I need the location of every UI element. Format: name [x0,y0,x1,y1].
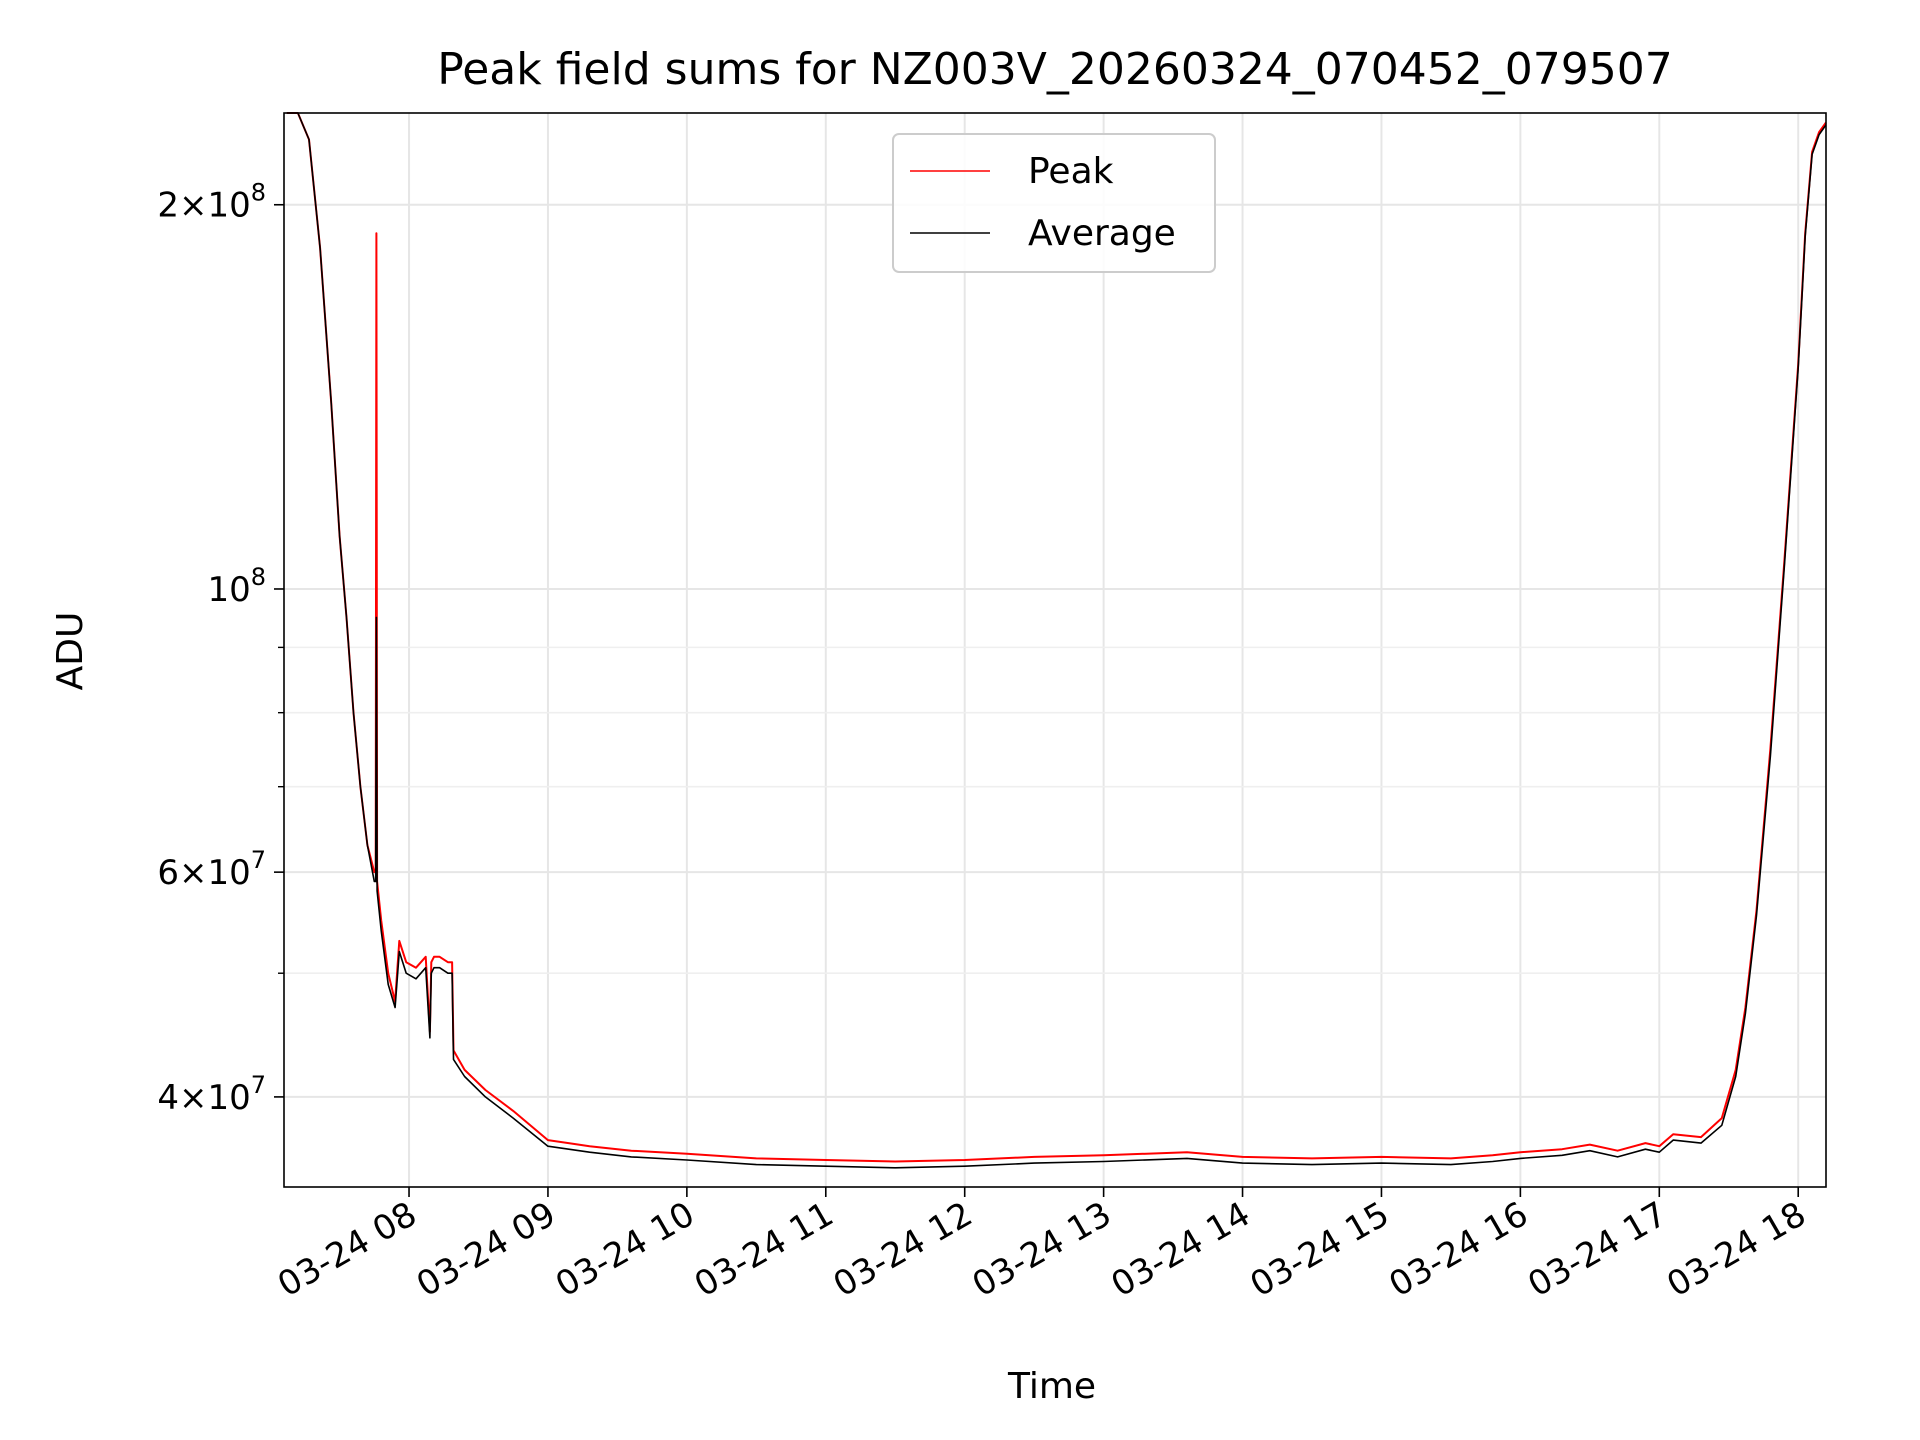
y-axis-label: ADU [50,612,91,691]
series-line-average [286,112,1827,1169]
y-tick-label: 4×107 [157,1071,266,1118]
legend: Peak Average [892,133,1216,273]
legend-label-average: Average [1028,213,1176,254]
chart-title: Peak field sums for NZ003V_20260324_0704… [437,44,1672,95]
legend-label-peak: Peak [1028,151,1114,192]
y-tick-label: 6×107 [157,846,266,893]
y-tick-label: 108 [207,563,266,610]
plot-frame [283,112,1827,1188]
y-axis-ticks: 4×107 6×107 108 2×108 [157,179,284,1118]
series-layer [286,112,1827,1169]
x-axis-label: Time [1007,1366,1096,1407]
plot-area [284,113,1826,1187]
y-tick-label: 2×108 [157,179,266,226]
legend-box [892,133,1216,273]
